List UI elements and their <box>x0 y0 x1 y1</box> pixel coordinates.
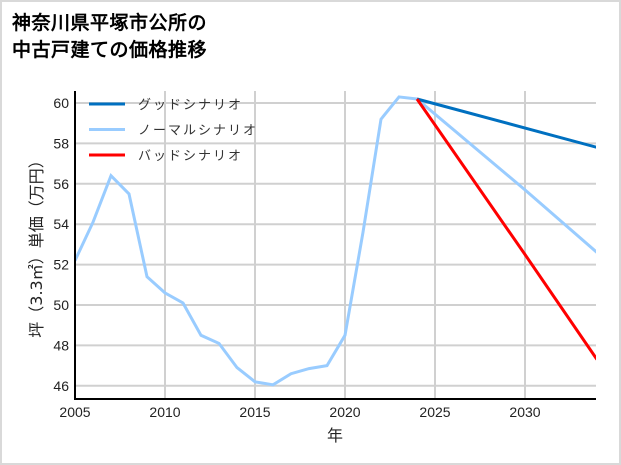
x-tick-label: 2015 <box>239 404 270 420</box>
x-tick-label: 2010 <box>149 404 180 420</box>
series-line-3 <box>415 98 596 361</box>
series-line-2 <box>416 97 596 254</box>
legend-label: バッドシナリオ <box>138 149 243 164</box>
y-tick-label: 54 <box>53 216 69 232</box>
y-axis-ticks: 46 48 50 52 54 56 58 60 <box>53 95 69 394</box>
y-axis-label: 坪（3.3㎡）単価（万円） <box>27 152 46 337</box>
x-tick-label: 2020 <box>329 404 360 420</box>
x-tick-label: 2005 <box>59 404 90 420</box>
y-tick-label: 58 <box>53 135 69 151</box>
legend-label: ノーマルシナリオ <box>138 124 258 139</box>
chart-title: 神奈川県平塚市公所の 中古戸建ての価格推移 <box>12 10 207 64</box>
y-tick-label: 46 <box>53 378 69 394</box>
x-axis-label: 年 <box>327 426 343 445</box>
y-tick-label: 60 <box>53 95 69 111</box>
series-line-1 <box>416 97 596 149</box>
axes <box>74 91 596 400</box>
chart-title-line1: 神奈川県平塚市公所の <box>12 12 208 34</box>
chart-title-line2: 中古戸建ての価格推移 <box>12 39 208 61</box>
data-series <box>75 95 596 387</box>
y-tick-label: 52 <box>53 257 69 273</box>
x-tick-label: 2030 <box>509 404 540 420</box>
y-tick-label: 50 <box>53 297 69 313</box>
x-axis-ticks: 2005 2010 2015 2020 2025 2030 <box>59 404 540 420</box>
y-tick-label: 48 <box>53 337 69 353</box>
x-tick-label: 2025 <box>419 404 450 420</box>
legend-label: グッドシナリオ <box>138 98 243 113</box>
series-line-0 <box>75 95 418 387</box>
gridlines <box>75 91 596 399</box>
y-tick-label: 56 <box>53 176 69 192</box>
